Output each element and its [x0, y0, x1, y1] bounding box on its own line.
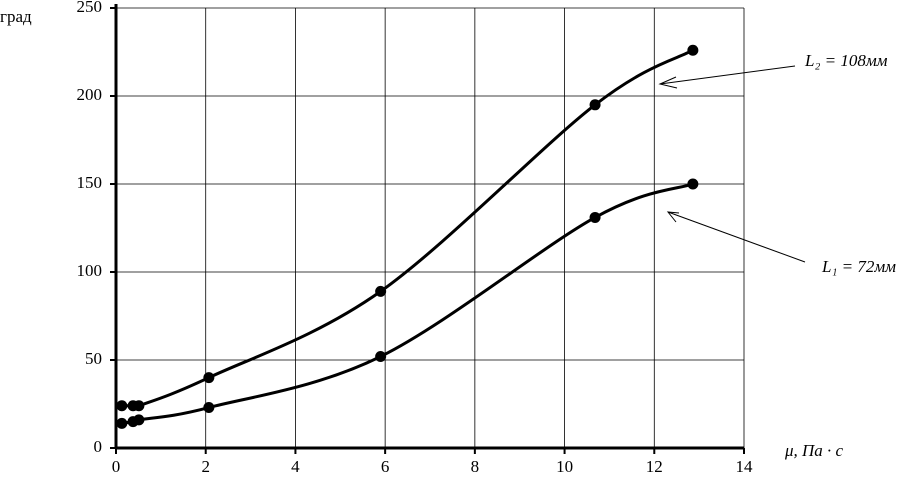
y-tick-label: 250	[77, 0, 103, 16]
y-tick-label: 150	[77, 173, 103, 192]
arrow	[659, 65, 796, 85]
y-axis-label: град	[0, 7, 32, 26]
arrow	[667, 211, 806, 263]
annotation: L₂ = 108мм	[804, 51, 888, 70]
data-point	[203, 372, 215, 384]
x-tick-label: 12	[646, 457, 663, 476]
y-tick-label: 100	[77, 261, 103, 280]
arrow-head	[658, 76, 678, 89]
arrows	[658, 65, 806, 263]
data-point	[687, 44, 699, 56]
data-point	[375, 350, 387, 362]
series-line	[121, 182, 694, 425]
data-point	[116, 417, 128, 429]
data-point	[375, 285, 387, 297]
x-axis-label: μ, Па · с	[784, 441, 844, 460]
x-tick-label: 2	[201, 457, 210, 476]
x-tick-label: 0	[112, 457, 121, 476]
data-point	[589, 99, 601, 111]
y-tick-label: 0	[94, 437, 103, 456]
y-tick-label: 50	[85, 349, 102, 368]
arrow-head	[666, 211, 680, 223]
series-line	[121, 48, 694, 410]
x-tick-label: 4	[291, 457, 300, 476]
data-point	[133, 400, 145, 412]
data-point	[203, 402, 215, 414]
y-tick-label: 200	[77, 85, 103, 104]
x-tick-label: 6	[381, 457, 390, 476]
x-tick-label: 8	[471, 457, 480, 476]
data-point	[133, 414, 145, 426]
annotation: L₁ = 72мм	[821, 257, 896, 276]
data-point	[589, 211, 601, 223]
data-point	[116, 400, 128, 412]
x-tick-label: 10	[556, 457, 573, 476]
x-tick-label: 14	[736, 457, 754, 476]
data-point	[687, 178, 699, 190]
